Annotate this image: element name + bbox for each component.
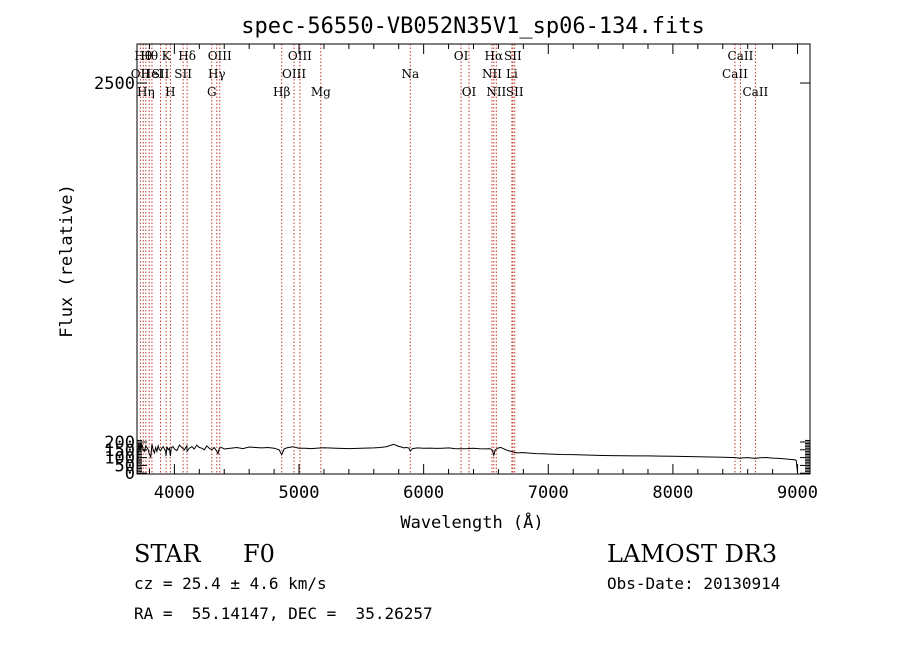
spectral-line-label: SII — [174, 67, 192, 81]
spectral-line-label: Hα — [485, 49, 504, 63]
y-tick-label: 200 — [104, 433, 135, 453]
spectral-line-label: CaII — [742, 85, 768, 99]
spectral-line-label: Li — [506, 67, 518, 81]
spectral-line-label: Hθ — [140, 49, 158, 63]
obs-date: Obs-Date: 20130914 — [607, 574, 781, 593]
spectral-line-label: K — [162, 49, 172, 63]
y-tick-label: 150 — [104, 441, 135, 461]
spectral-line-label: SII — [152, 67, 170, 81]
spectral-line-label: SII — [504, 49, 522, 63]
y-tick-label: 100 — [104, 449, 135, 469]
spectral-line-label: Mg — [311, 85, 331, 99]
plot-frame — [136, 43, 811, 475]
spectral-line-label: CaII — [728, 49, 754, 63]
spectral-line-label: OII — [131, 67, 151, 81]
spectral-line-label: OIII — [288, 49, 312, 63]
spectral-line-label: Hβ — [273, 85, 290, 99]
spectral-line-label: CaII — [722, 67, 748, 81]
spectral-line-label: Hη — [137, 85, 155, 99]
y-axis-label: Flux (relative) — [57, 184, 77, 338]
spectral-line-label: Na — [401, 67, 419, 81]
y-tick-label: 2500 — [94, 74, 135, 94]
x-tick-label: 7000 — [528, 483, 569, 503]
subclass: F0 — [243, 540, 275, 568]
x-tick-label: 9000 — [777, 483, 818, 503]
spectral-line-label: H — [165, 85, 175, 99]
spectral-line-label: HeI — [141, 67, 164, 81]
spectral-line-label: NII — [482, 67, 502, 81]
spectral-line-label: Hθ — [134, 49, 152, 63]
y-tick-label: 50 — [115, 456, 135, 476]
chart-title: spec-56550-VB052N35V1_sp06-134.fits — [241, 14, 705, 39]
spectral-line-label: G — [207, 85, 217, 99]
spectral-line-label: SII — [506, 85, 524, 99]
x-axis-label: Wavelength (Å) — [400, 511, 543, 533]
x-tick-label: 4000 — [154, 483, 195, 503]
y-tick-label: 0 — [125, 464, 135, 484]
spectral-line-label: OI — [454, 49, 469, 63]
spectral-line-label: Hδ — [178, 49, 196, 63]
coordinates: RA = 55.14147, DEC = 35.26257 — [134, 604, 433, 623]
x-tick-label: 6000 — [403, 483, 444, 503]
object-class: STAR — [134, 540, 201, 568]
spectral-line-label: Hγ — [208, 67, 226, 81]
spectrum-line — [136, 442, 798, 474]
redshift-value: cz = 25.4 ± 4.6 km/s — [134, 574, 327, 593]
spectral-line-label: OIII — [208, 49, 232, 63]
survey-name: LAMOST DR3 — [607, 540, 778, 568]
x-tick-label: 5000 — [279, 483, 320, 503]
spectral-line-label: OIII — [282, 67, 306, 81]
x-tick-label: 8000 — [652, 483, 693, 503]
spectral-line-label: NII — [486, 85, 506, 99]
spectral-line-label: OI — [462, 85, 477, 99]
